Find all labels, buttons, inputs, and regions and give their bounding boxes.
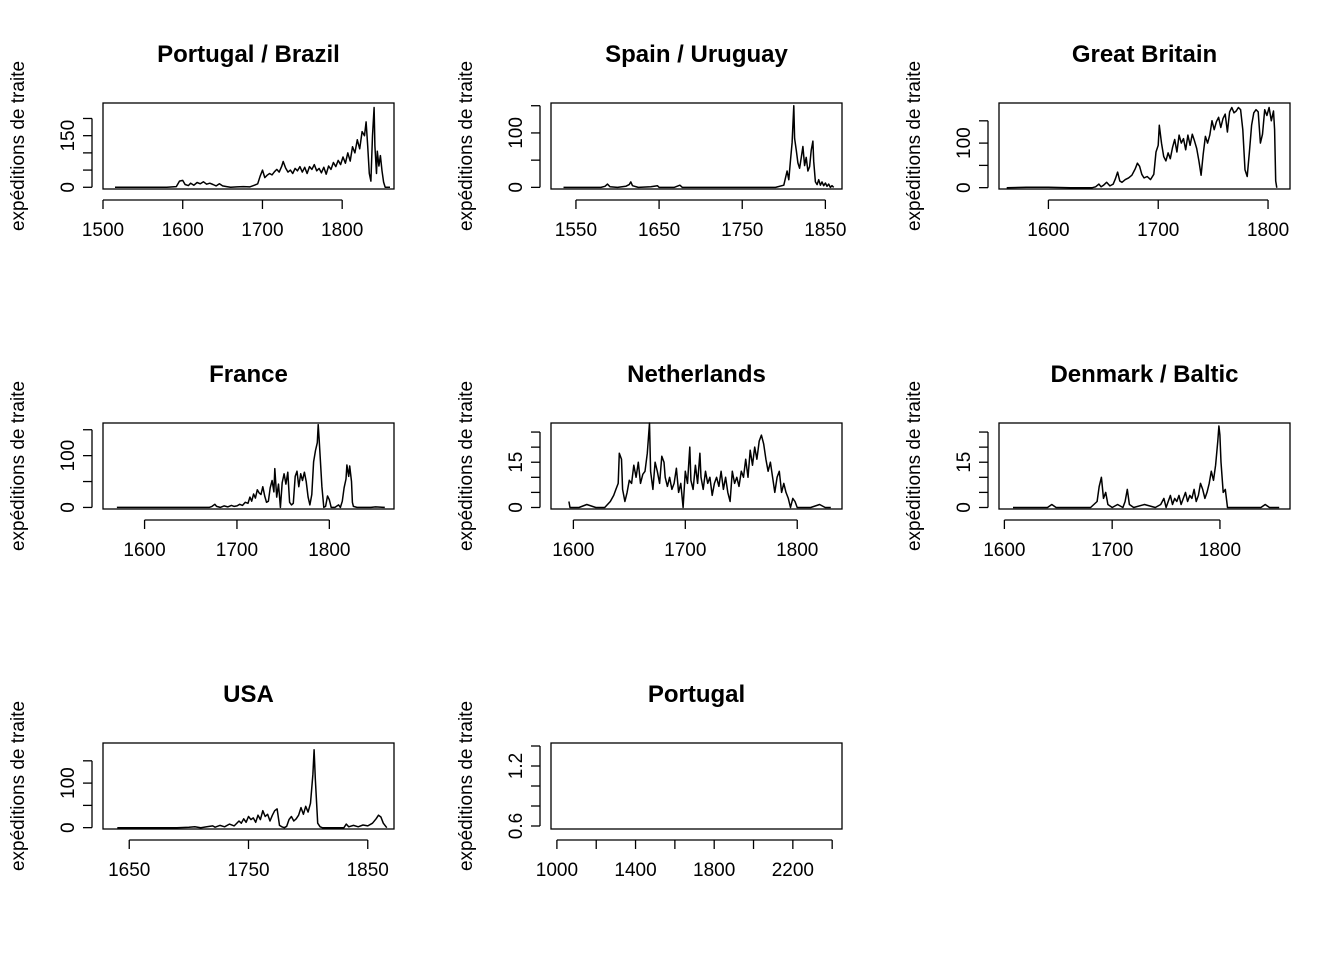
x-tick-label: 1400	[614, 860, 656, 881]
x-tick-label: 2200	[772, 860, 814, 881]
series-line	[563, 104, 835, 189]
series-line	[1006, 106, 1278, 189]
panel-title: Portugal	[648, 681, 745, 708]
y-tick-label: 0	[506, 502, 527, 513]
y-tick-label: 0	[954, 502, 975, 513]
plot-frame	[998, 102, 1291, 190]
plot-frame	[550, 742, 843, 830]
y-axis-label: expéditions de traite	[456, 701, 477, 871]
series-line	[568, 422, 831, 509]
panel-title: Spain / Uruguay	[605, 41, 788, 68]
x-tick-label: 1800	[308, 540, 350, 561]
series-line	[1013, 425, 1280, 509]
x-tick-label: 1600	[123, 540, 165, 561]
plot-frame	[998, 422, 1291, 510]
y-tick-label: 0	[506, 182, 527, 193]
panel-title: Portugal / Brazil	[157, 41, 340, 68]
panel-0: Portugal / Brazil expéditions de traite 15…	[8, 41, 395, 241]
series-line	[115, 106, 390, 189]
y-tick-label: 100	[58, 440, 79, 472]
plot-frame	[102, 422, 395, 510]
x-tick-label: 1800	[1199, 540, 1241, 561]
x-tick-label: 1650	[638, 220, 680, 241]
plot-frame	[102, 102, 395, 190]
y-axis-label: expéditions de traite	[456, 381, 477, 551]
panel-title: France	[209, 361, 288, 388]
series-line	[117, 748, 388, 829]
x-tick-label: 1800	[693, 860, 735, 881]
x-tick-label: 1650	[108, 860, 150, 881]
y-tick-label: 15	[506, 452, 527, 473]
panel-title: Denmark / Baltic	[1050, 361, 1238, 388]
panel-5: Denmark / Baltic expéditions de traite 160…	[904, 361, 1291, 561]
x-tick-label: 1850	[804, 220, 846, 241]
panel-4: Netherlands expéditions de traite 1600 1700…	[456, 361, 843, 561]
y-axis-label: expéditions de traite	[904, 381, 925, 551]
x-tick-label: 1600	[1027, 220, 1069, 241]
x-tick-label: 1700	[216, 540, 258, 561]
y-tick-label: 0	[58, 502, 79, 513]
panel-title: USA	[223, 681, 274, 708]
y-tick-label: 100	[506, 117, 527, 149]
y-tick-label: 0.6	[506, 813, 527, 839]
x-tick-label: 1600	[552, 540, 594, 561]
panel-6: USA expéditions de traite 1650 1750 1850 0 100	[8, 681, 395, 881]
x-tick-label: 1600	[162, 220, 204, 241]
panel-1: Spain / Uruguay expéditions de traite 1550…	[456, 41, 847, 241]
panel-title: Great Britain	[1072, 41, 1217, 68]
y-axis-label: expéditions de traite	[8, 701, 29, 871]
series-line	[116, 423, 385, 509]
panel-title: Netherlands	[627, 361, 766, 388]
plot-frame	[550, 422, 843, 510]
x-tick-label: 1700	[664, 540, 706, 561]
x-tick-label: 1850	[347, 860, 389, 881]
x-tick-label: 1700	[1137, 220, 1179, 241]
x-tick-label: 1750	[227, 860, 269, 881]
x-tick-label: 1800	[321, 220, 363, 241]
y-tick-label: 0	[58, 822, 79, 833]
y-axis-label: expéditions de traite	[8, 61, 29, 231]
plot-frame	[550, 102, 843, 190]
y-tick-label: 150	[58, 120, 79, 152]
y-axis-label: expéditions de traite	[904, 61, 925, 231]
x-tick-label: 1750	[721, 220, 763, 241]
x-tick-label: 1700	[241, 220, 283, 241]
panel-3: France expéditions de traite 1600 1700 1800 0…	[8, 361, 395, 561]
y-tick-label: 0	[954, 182, 975, 193]
plot-frame	[102, 742, 395, 830]
x-tick-label: 1800	[776, 540, 818, 561]
x-tick-label: 1600	[983, 540, 1025, 561]
x-tick-label: 1500	[82, 220, 124, 241]
x-tick-label: 1550	[555, 220, 597, 241]
y-tick-label: 100	[58, 767, 79, 799]
y-axis-label: expéditions de traite	[8, 381, 29, 551]
panel-2: Great Britain expéditions de traite 1600 17…	[904, 41, 1291, 241]
y-tick-label: 1.2	[506, 753, 527, 779]
x-tick-label: 1000	[536, 860, 578, 881]
x-tick-label: 1700	[1091, 540, 1133, 561]
panel-7: Portugal expéditions de traite 1000 1400 180…	[456, 681, 843, 881]
y-axis-label: expéditions de traite	[456, 61, 477, 231]
y-tick-label: 15	[954, 452, 975, 473]
y-tick-label: 0	[58, 182, 79, 193]
y-tick-label: 100	[954, 127, 975, 159]
x-tick-label: 1800	[1247, 220, 1289, 241]
